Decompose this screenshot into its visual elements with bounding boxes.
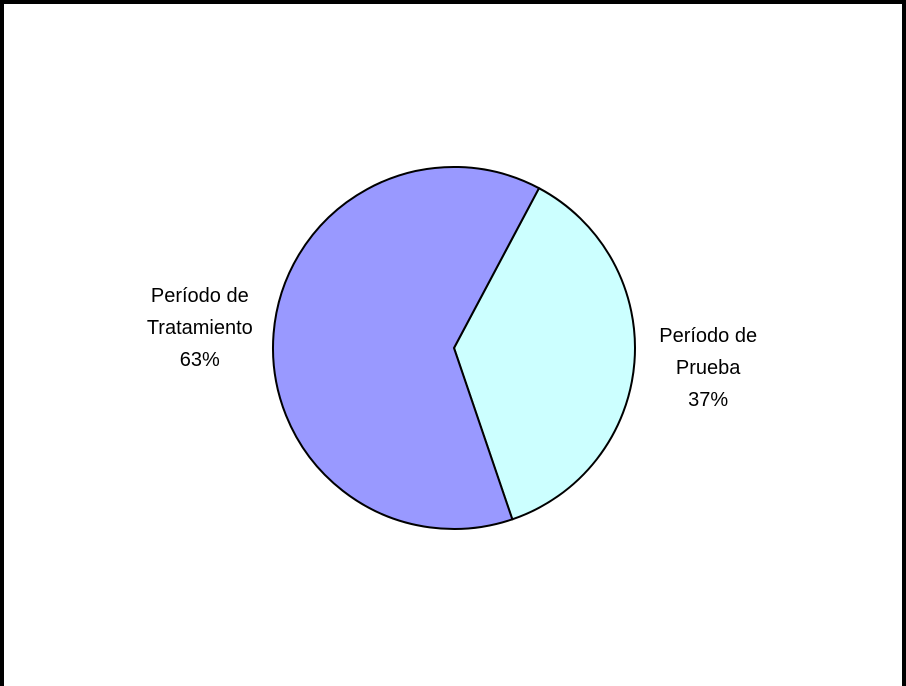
category-label: Período de Prueba bbox=[659, 325, 758, 380]
slice-label: Período de Prueba 37% bbox=[643, 320, 773, 416]
slice-label: Período de Tratamiento 63% bbox=[135, 280, 265, 376]
pie-slice bbox=[452, 186, 636, 521]
value-label: 63% bbox=[179, 348, 220, 371]
category-label: Período de Tratamiento bbox=[146, 284, 253, 339]
pie-slice bbox=[272, 166, 541, 530]
value-label: 37% bbox=[688, 389, 729, 412]
